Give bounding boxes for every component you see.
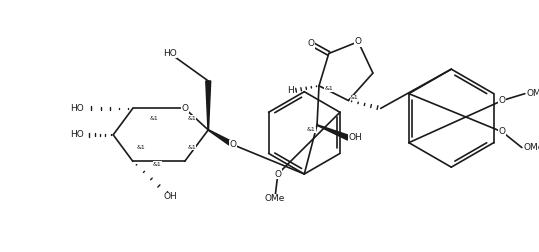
Polygon shape: [206, 81, 211, 130]
Text: O: O: [499, 127, 506, 136]
Text: H: H: [287, 86, 294, 95]
Text: OH: OH: [163, 192, 177, 201]
Polygon shape: [317, 125, 349, 140]
Text: O: O: [229, 140, 236, 149]
Text: OMe: OMe: [527, 89, 539, 98]
Text: OMe: OMe: [265, 194, 285, 203]
Text: &1: &1: [136, 145, 145, 150]
Text: &1: &1: [307, 128, 315, 132]
Polygon shape: [208, 130, 234, 147]
Text: O: O: [355, 37, 362, 46]
Text: O: O: [181, 104, 188, 113]
Text: O: O: [274, 170, 281, 178]
Text: OMe: OMe: [524, 143, 539, 152]
Text: HO: HO: [70, 130, 84, 139]
Text: HO: HO: [70, 104, 84, 113]
Text: HO: HO: [163, 49, 177, 58]
Text: &1: &1: [150, 116, 158, 121]
Text: O: O: [499, 96, 506, 105]
Text: OH: OH: [348, 133, 362, 142]
Text: O: O: [308, 39, 315, 48]
Text: &1: &1: [324, 86, 333, 91]
Text: &1: &1: [153, 162, 162, 167]
Text: &1: &1: [350, 95, 358, 100]
Text: &1: &1: [187, 145, 196, 150]
Text: &1: &1: [187, 116, 196, 121]
